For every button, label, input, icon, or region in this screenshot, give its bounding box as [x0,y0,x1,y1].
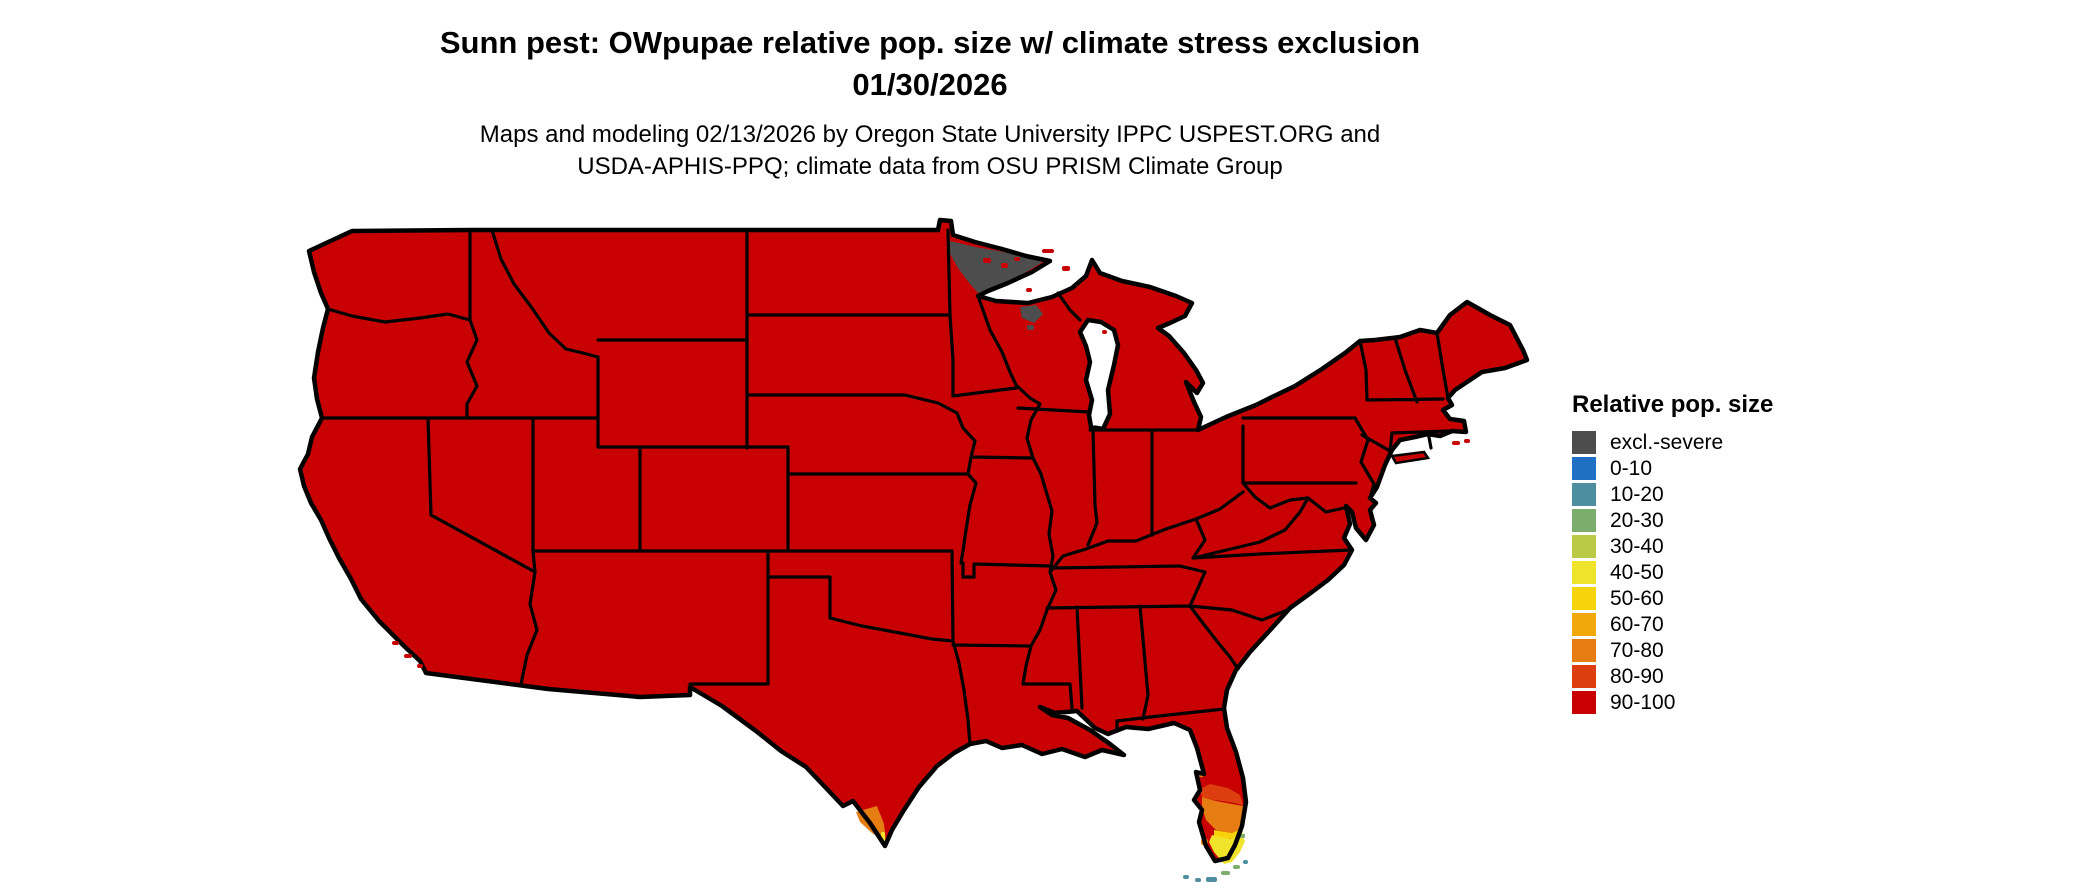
legend-item-90-100: 90-100 [1572,689,1872,715]
legend-label: 20-30 [1610,508,1664,532]
florida-keys-dot [1183,875,1189,879]
minnesota-red-speckle [1014,257,1020,261]
legend-swatch [1572,612,1596,636]
legend-swatch [1572,560,1596,584]
title-block: Sunn pest: OWpupae relative pop. size w/… [130,22,1730,106]
minnesota-red-speckle [983,258,991,263]
legend-swatch [1572,534,1596,558]
maine-coast-speck [1506,344,1511,348]
florida-keys-dot [1206,877,1217,882]
channel-island-speck [392,641,399,645]
map-subtitle-1: Maps and modeling 02/13/2026 by Oregon S… [479,121,1381,148]
state-borders [320,228,1450,746]
legend-item-40-50: 40-50 [1572,559,1872,585]
mackinac-island-speck [1146,318,1151,322]
legend-swatch [1572,430,1596,454]
channel-island-speck [417,664,423,668]
subtitle-block: Maps and modeling 02/13/2026 by Oregon S… [130,119,1730,183]
florida-keys-dot [1243,860,1248,864]
legend-item-70-80: 70-80 [1572,637,1872,663]
lake-michigan-island-speck [1102,330,1107,334]
maine-coast-speck [1496,352,1501,356]
legend: Relative pop. size excl.-severe 0-10 10-20… [1572,392,1872,715]
apostle-island-speck [1026,288,1032,292]
legend-item-80-90: 80-90 [1572,663,1872,689]
legend-swatch [1572,482,1596,506]
florida-keys-dot [1195,878,1201,882]
legend-item-10-20: 10-20 [1572,481,1872,507]
legend-label: 0-10 [1610,456,1653,480]
florida-80-90-band [1200,784,1243,805]
legend-label: 40-50 [1610,560,1664,584]
florida-70-80-patch [1202,797,1245,833]
minnesota-exclusion-patch [949,241,1044,294]
legend-item-0-10: 0-10 [1572,455,1872,481]
florida-keys-dot [1221,871,1230,875]
florida-keys-dot [1233,865,1240,869]
legend-title: Relative pop. size [1572,391,1774,418]
legend-item-excl-severe: excl.-severe [1572,429,1872,455]
legend-item-20-30: 20-30 [1572,507,1872,533]
florida-50-60-band [1214,828,1243,839]
florida-20-30-speck [1240,834,1245,838]
legend-swatch [1572,638,1596,662]
marthas-vineyard-speck [1452,441,1460,445]
legend-label: excl.-severe [1610,430,1724,454]
legend-label: 80-90 [1610,664,1664,688]
legend-label: 60-70 [1610,612,1664,636]
legend-label: 30-40 [1610,534,1664,558]
legend-items: excl.-severe 0-10 10-20 20-30 30-40 40-50 50-6… [1572,429,1872,715]
map-title-date: 01/30/2026 [852,67,1008,102]
us-border-outline [297,217,1530,864]
legend-swatch [1572,508,1596,532]
san-juan-island-speck [346,238,352,243]
wisconsin-exclusion-dot [1027,325,1034,330]
legend-label: 10-20 [1610,482,1664,506]
us-landmass [300,220,1527,861]
minnesota-red-speckle [1001,263,1008,268]
legend-swatch [1572,690,1596,714]
nantucket-speck [1464,439,1470,443]
keweenaw-island-speck [1062,266,1070,271]
legend-swatch [1572,456,1596,480]
legend-label: 50-60 [1610,586,1664,610]
legend-item-60-70: 60-70 [1572,611,1872,637]
map-title: Sunn pest: OWpupae relative pop. size w/… [439,25,1421,60]
legend-swatch [1572,664,1596,688]
isle-royale-speck [1042,249,1054,253]
channel-island-speck [404,654,412,658]
island-specks [346,238,1511,668]
legend-label: 90-100 [1610,690,1676,714]
long-island [1389,450,1431,465]
legend-item-50-60: 50-60 [1572,585,1872,611]
map-subtitle-2: USDA-APHIS-PPQ; climate data from OSU PR… [577,153,1283,180]
legend-label: 70-80 [1610,638,1664,662]
legend-swatch [1572,586,1596,610]
legend-item-30-40: 30-40 [1572,533,1872,559]
wisconsin-exclusion-patch [1020,305,1043,323]
